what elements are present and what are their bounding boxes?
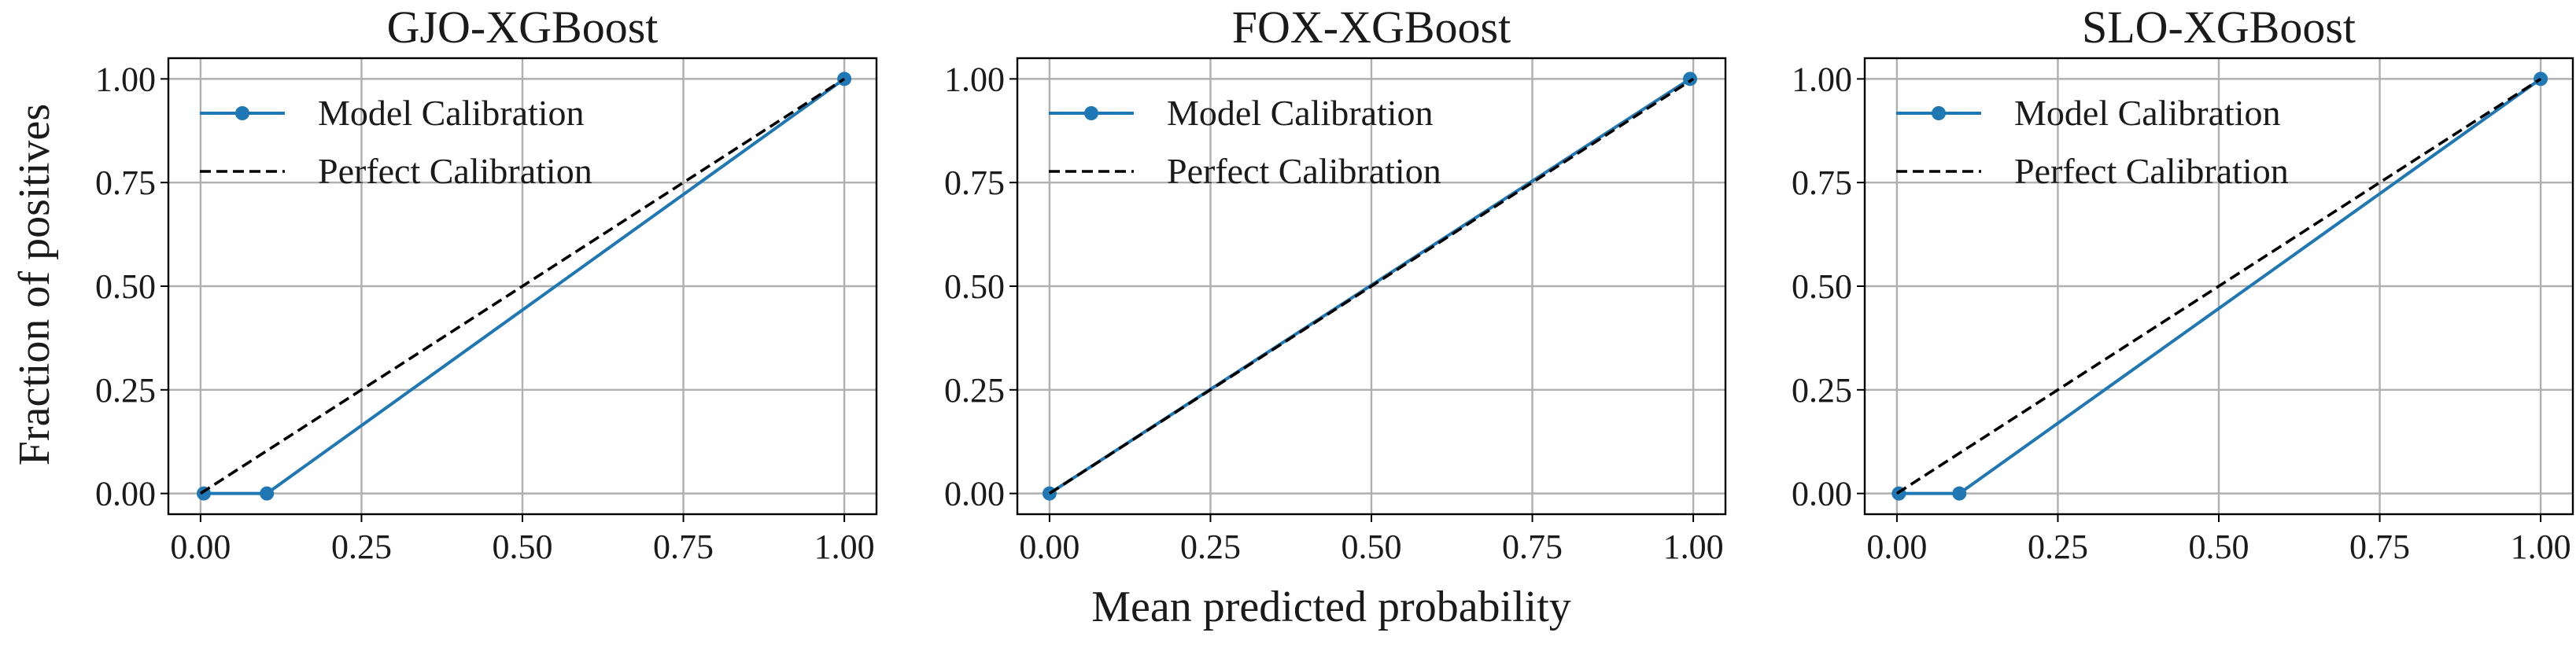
x-tick-label: 1.00 <box>814 528 875 566</box>
figure-y-axis-label: Fraction of positives <box>10 104 59 465</box>
y-tick-label: 0.25 <box>1792 371 1852 410</box>
chart-panel: GJO-XGBoost 0.00 0.25 0.50 0.75 1.00 0.00 0.25 0… <box>95 2 878 566</box>
x-tick-label: 0.50 <box>1342 528 1402 566</box>
perfect-calibration-line <box>199 77 846 495</box>
legend-marker <box>1084 106 1098 120</box>
legend-marker <box>235 106 249 120</box>
y-tick-label: 0.50 <box>944 267 1005 306</box>
legend-label: Perfect Calibration <box>2014 151 2289 191</box>
y-tick-label: 0.50 <box>1792 267 1852 306</box>
x-tick-label: 0.75 <box>653 528 714 566</box>
y-tick-label: 1.00 <box>944 60 1005 98</box>
legend: Model Calibration Perfect Calibration <box>1049 93 1441 191</box>
x-tick-label: 0.00 <box>1866 528 1927 566</box>
legend-label: Perfect Calibration <box>1167 151 1441 191</box>
chart-panel: SLO-XGBoost 0.00 0.25 0.50 0.75 1.00 0.00 0.25 0… <box>1792 2 2574 566</box>
y-tick-label: 1.00 <box>1792 60 1852 98</box>
model-calibration-point <box>837 72 852 86</box>
plot-frame <box>1863 57 2574 516</box>
x-tick-label: 0.75 <box>1502 528 1563 566</box>
x-tick-label: 0.75 <box>2349 528 2410 566</box>
model-calibration-point <box>260 486 275 501</box>
x-tick-label: 0.00 <box>170 528 231 566</box>
y-tick-label: 0.50 <box>95 267 156 306</box>
y-tick-label: 0.25 <box>95 371 156 410</box>
model-calibration-point <box>2534 72 2548 86</box>
chart-panels: GJO-XGBoost 0.00 0.25 0.50 0.75 1.00 0.00 0.25 0… <box>95 2 2574 566</box>
chart-title: FOX-XGBoost <box>1232 2 1511 53</box>
perfect-calibration-line <box>1048 77 1695 495</box>
model-calibration-point <box>1042 486 1057 501</box>
x-tick-label: 0.25 <box>1180 528 1241 566</box>
x-tick-label: 0.50 <box>493 528 553 566</box>
y-tick-label: 0.00 <box>944 475 1005 513</box>
model-calibration-point <box>1683 72 1697 86</box>
perfect-calibration-line <box>1895 77 2542 495</box>
y-tick-label: 0.75 <box>944 164 1005 202</box>
legend-label: Model Calibration <box>2014 93 2281 133</box>
x-tick-label: 0.25 <box>331 528 392 566</box>
legend-marker <box>1932 106 1946 120</box>
chart-title: SLO-XGBoost <box>2082 2 2356 53</box>
x-tick-label: 1.00 <box>2511 528 2571 566</box>
y-tick-label: 0.75 <box>1792 164 1852 202</box>
y-tick-label: 1.00 <box>95 60 156 98</box>
chart-panel: FOX-XGBoost 0.00 0.25 0.50 0.75 1.00 0.00 0.25 0… <box>944 2 1727 566</box>
chart-title: GJO-XGBoost <box>387 2 659 53</box>
x-tick-label: 0.50 <box>2189 528 2249 566</box>
y-tick-label: 0.75 <box>95 164 156 202</box>
y-tick-label: 0.25 <box>944 371 1005 410</box>
y-tick-label: 0.00 <box>1792 475 1852 513</box>
y-tick-label: 0.00 <box>95 475 156 513</box>
plot-frame <box>1016 57 1727 516</box>
legend-label: Model Calibration <box>318 93 585 133</box>
legend: Model Calibration Perfect Calibration <box>1896 93 2289 191</box>
x-tick-label: 0.25 <box>2028 528 2088 566</box>
legend-label: Model Calibration <box>1167 93 1434 133</box>
legend: Model Calibration Perfect Calibration <box>200 93 592 191</box>
legend-label: Perfect Calibration <box>318 151 592 191</box>
plot-frame <box>167 57 878 516</box>
figure-x-axis-label: Mean predicted probability <box>1091 583 1571 631</box>
x-tick-label: 0.00 <box>1019 528 1079 566</box>
model-calibration-point <box>1952 486 1967 501</box>
x-tick-label: 1.00 <box>1663 528 1724 566</box>
